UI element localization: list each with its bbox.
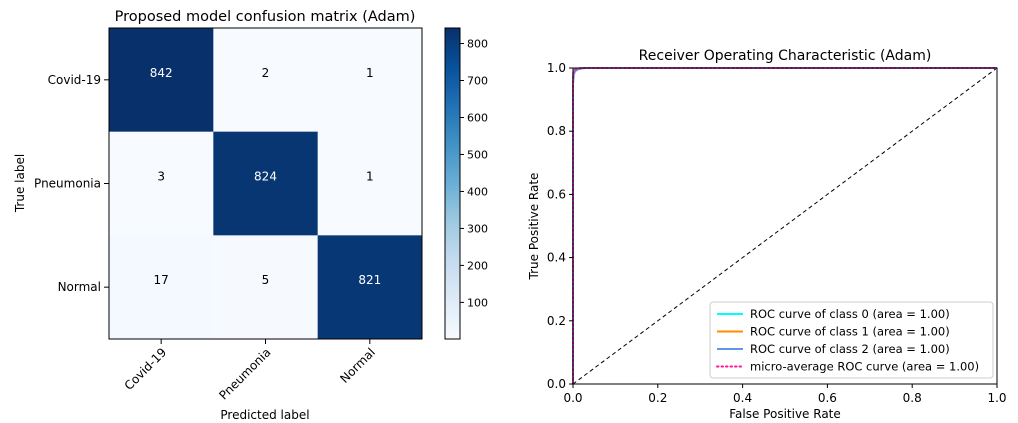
cm-xlabel: Predicted label	[220, 408, 309, 422]
roc-legend-label: ROC curve of class 2 (area = 1.00)	[750, 342, 950, 356]
roc-legend-label: ROC curve of class 0 (area = 1.00)	[750, 307, 950, 321]
roc-xtick-label: 0.0	[563, 391, 582, 405]
roc-ytick-label: 0.8	[547, 124, 566, 138]
roc-ytick-label: 0.4	[547, 251, 566, 265]
colorbar-tick-label: 100	[467, 296, 488, 309]
cm-cell	[317, 131, 423, 236]
roc-legend: ROC curve of class 0 (area = 1.00) ROC cu…	[709, 301, 994, 379]
roc-xtick-label: 0.6	[818, 391, 837, 405]
cm-cell	[213, 235, 319, 340]
roc-frame	[572, 67, 998, 385]
cm-cell-value: 2	[262, 66, 270, 80]
cm-title: Proposed model confusion matrix (Adam)	[115, 9, 416, 25]
colorbar-tick-label: 500	[467, 148, 488, 161]
colorbar-tick-label: 200	[467, 259, 488, 272]
roc-ytick-label: 0.2	[547, 314, 566, 328]
cm-cell-value: 824	[254, 170, 277, 184]
colorbar-tick-label: 700	[467, 75, 488, 88]
colorbar-tick-label: 400	[467, 185, 488, 198]
cm-cell-value: 1	[366, 170, 374, 184]
cm-cell-value: 842	[150, 66, 173, 80]
roc-xtick-label: 0.8	[903, 391, 922, 405]
roc-legend-label: ROC curve of class 1 (area = 1.00)	[750, 325, 950, 339]
cm-xtick-label: Covid-19	[122, 345, 170, 393]
cm-cells: 842 2 1 3 824 1 17 5 821	[109, 28, 423, 340]
colorbar	[444, 27, 461, 340]
cm-x-ticks: Covid-19 Pneumonia Normal	[122, 339, 378, 402]
roc-ytick-label: 0.6	[547, 187, 566, 201]
cm-ylabel: True label	[13, 154, 27, 213]
roc-ylabel: True Positive Rate	[527, 173, 541, 281]
cm-cell-value: 5	[262, 273, 270, 287]
cm-cell	[213, 28, 319, 133]
cm-ytick-label: Normal	[58, 280, 101, 294]
roc-xtick-label: 0.2	[648, 391, 667, 405]
roc-xtick-label: 0.4	[733, 391, 752, 405]
cm-y-ticks: Covid-19 Pneumonia Normal	[34, 73, 109, 294]
confusion-matrix-chart: Proposed model confusion matrix (Adam) 8…	[13, 9, 488, 422]
cm-ytick-label: Covid-19	[48, 73, 101, 87]
colorbar-ticks: 100 200 300 400 500 600 700 800	[460, 38, 488, 309]
cm-cell-value: 821	[358, 273, 381, 287]
cm-ytick-label: Pneumonia	[34, 177, 101, 191]
cm-cell	[213, 131, 319, 236]
roc-legend-box	[709, 301, 994, 379]
cm-cell-value: 3	[157, 170, 165, 184]
roc-ytick-label: 0.0	[547, 377, 566, 391]
cm-cell	[317, 235, 423, 340]
roc-ytick-label: 1.0	[547, 61, 566, 75]
roc-chart: Receiver Operating Characteristic (Adam)…	[527, 48, 1007, 421]
cm-xtick-label: Normal	[337, 345, 378, 386]
roc-xtick-label: 1.0	[987, 391, 1006, 405]
roc-legend-label: micro-average ROC curve (area = 1.00)	[750, 360, 979, 374]
colorbar-tick-label: 300	[467, 222, 488, 235]
cm-cell	[109, 28, 214, 133]
roc-xlabel: False Positive Rate	[729, 407, 841, 421]
cm-xtick-label: Pneumonia	[216, 345, 273, 402]
cm-cell-value: 1	[366, 66, 374, 80]
cm-cell	[109, 235, 214, 340]
cm-cell	[317, 28, 423, 133]
colorbar-tick-label: 800	[467, 38, 488, 51]
cm-cell	[109, 131, 214, 236]
roc-y-ticks: 0.0 0.2 0.4 0.6 0.8 1.0	[547, 61, 573, 391]
colorbar-tick-label: 600	[467, 111, 488, 124]
cm-cell-value: 17	[154, 273, 169, 287]
roc-title: Receiver Operating Characteristic (Adam)	[639, 48, 932, 64]
roc-x-ticks: 0.0 0.2 0.4 0.6 0.8 1.0	[563, 384, 1007, 405]
